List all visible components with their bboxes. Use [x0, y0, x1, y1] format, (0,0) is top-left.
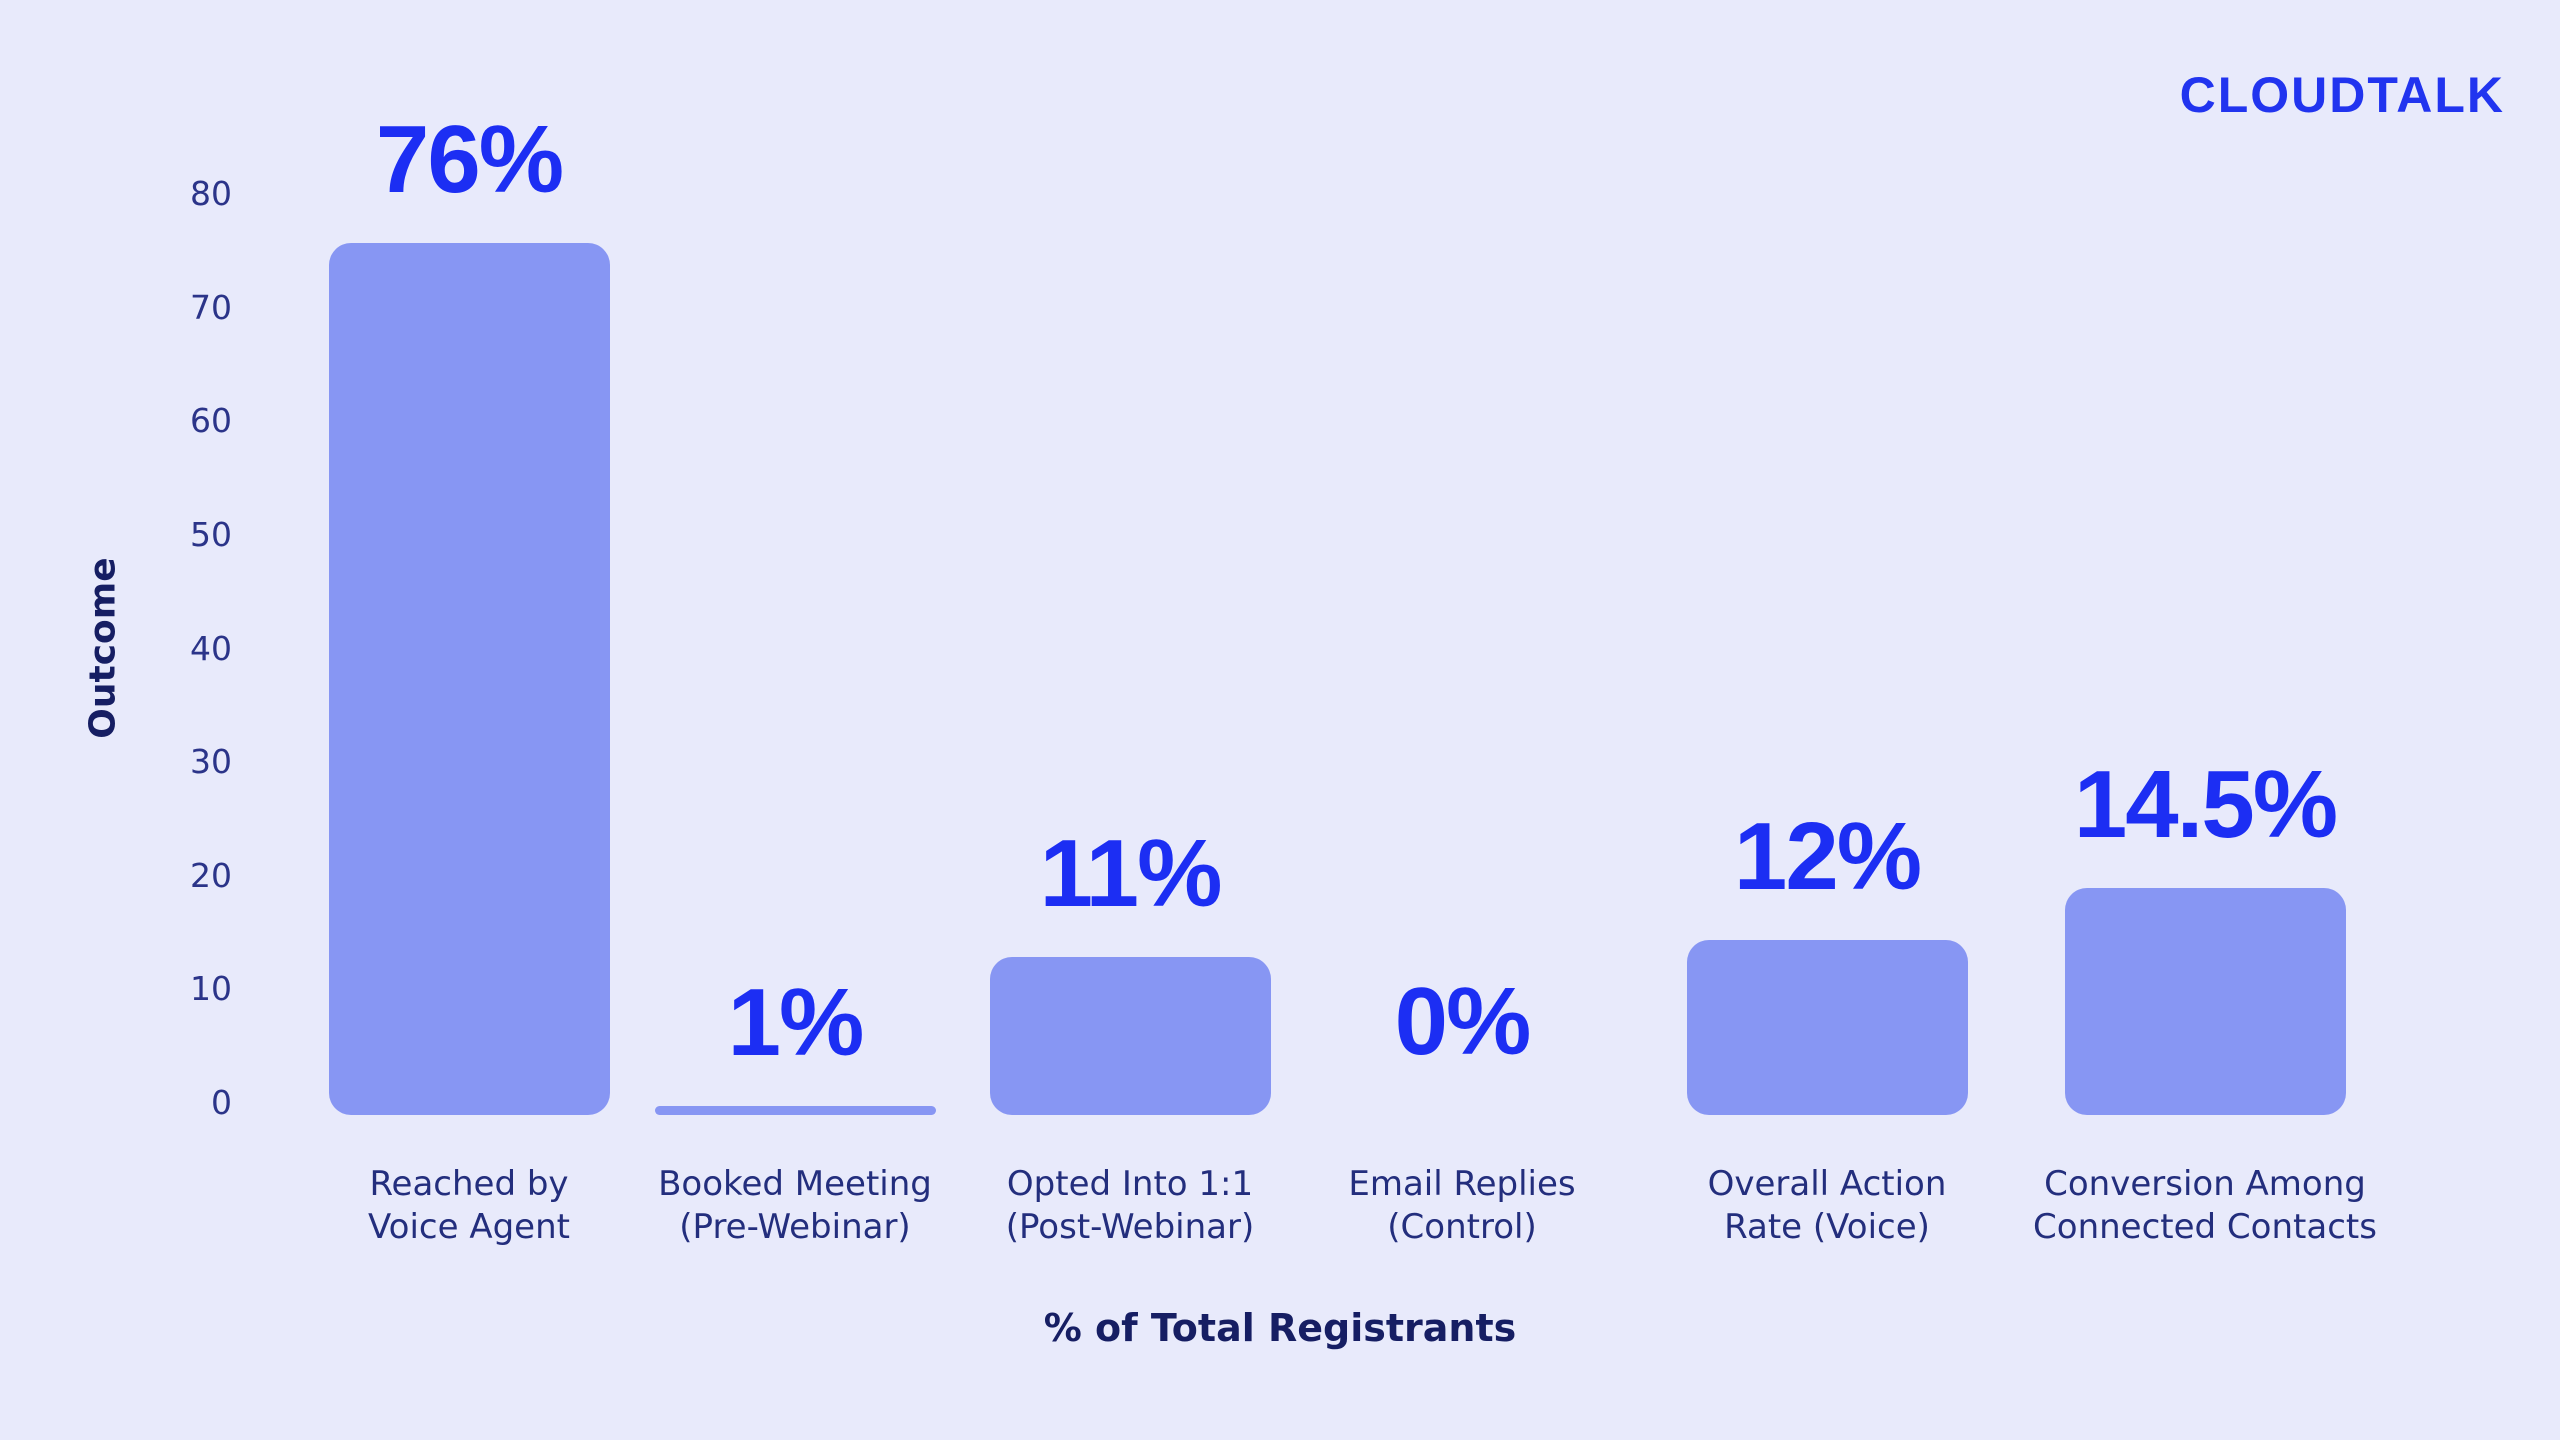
category-label: Opted Into 1:1 (Post-Webinar): [1005, 1164, 1255, 1247]
cloudtalk-logo: CLOUDTALK: [2179, 67, 2505, 123]
category-label: Booked Meeting (Pre-Webinar): [658, 1164, 932, 1247]
y-tick-label: 50: [190, 515, 232, 554]
bar-value-label: 1%: [727, 969, 865, 1076]
bar: [989, 957, 1271, 1115]
bar: [1686, 940, 1968, 1115]
bar-value-label: 11%: [1039, 820, 1223, 927]
bar: [2064, 888, 2346, 1115]
category-label: Conversion Among Connected Contacts: [2033, 1164, 2377, 1247]
y-tick-label: 80: [190, 174, 232, 214]
y-tick-label: 70: [190, 287, 232, 327]
category-label: Email Replies (Control): [1348, 1164, 1576, 1247]
y-tick-label: 10: [190, 969, 232, 1009]
y-tick-label: 30: [190, 742, 232, 782]
bar: [328, 243, 610, 1115]
bar: [654, 1106, 936, 1115]
category-label: Reached by Voice Agent: [368, 1164, 570, 1247]
y-tick-label: 60: [190, 401, 232, 441]
bar-value-label: 14.5%: [2073, 751, 2338, 858]
bar-value-label: 0%: [1394, 968, 1532, 1075]
y-tick-label: 20: [190, 855, 232, 895]
bar-value-label: 76%: [375, 106, 564, 213]
y-tick-label: 0: [211, 1083, 232, 1122]
y-tick-label: 40: [190, 628, 232, 668]
x-axis-title: % of Total Registrants: [1043, 1306, 1517, 1350]
bar-value-label: 12%: [1733, 803, 1922, 910]
category-label: Overall Action Rate (Voice): [1707, 1164, 1947, 1247]
